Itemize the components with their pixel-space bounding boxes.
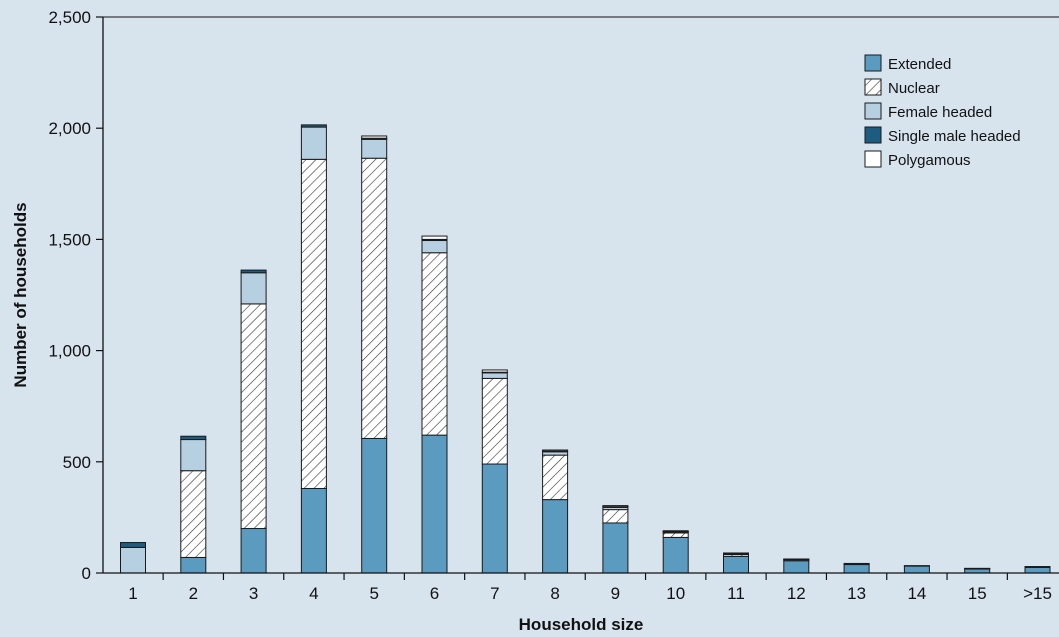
bar-nuclear-3 <box>240 303 267 530</box>
bar-extended-11 <box>723 555 749 574</box>
bar-female_headed-4 <box>300 126 327 160</box>
bar-extended-10 <box>662 536 689 574</box>
x-tick-label: 6 <box>430 584 439 603</box>
legend-swatch-extended <box>864 54 882 72</box>
y-tick-label: 500 <box>63 453 91 472</box>
y-tick-label: 2,000 <box>48 119 91 138</box>
bar-nuclear-4 <box>300 158 327 489</box>
x-tick-label: 3 <box>249 584 258 603</box>
bar-single_male_headed-1 <box>120 542 146 548</box>
x-tick-label: 10 <box>666 584 685 603</box>
bar-single_male_headed-14 <box>903 565 930 567</box>
bar-extended-3 <box>240 528 267 574</box>
y-tick-label: 1,500 <box>48 230 91 249</box>
bar-female_headed-3 <box>240 272 267 305</box>
bar-extended-6 <box>421 434 448 574</box>
x-tick-label: 12 <box>787 584 806 603</box>
bar-nuclear-7 <box>481 377 508 465</box>
bar-nuclear-5 <box>361 157 388 439</box>
bar-female_headed-7 <box>481 372 508 379</box>
bar-polygamous-10 <box>662 530 689 532</box>
legend-label-nuclear: Nuclear <box>888 80 940 97</box>
bar-extended-7 <box>481 463 508 574</box>
legend-label-polygamous: Polygamous <box>888 152 971 169</box>
x-tick-label: 9 <box>611 584 620 603</box>
bar-nuclear-6 <box>421 252 448 436</box>
bar-female_headed-8 <box>542 451 569 456</box>
legend-swatch-nuclear <box>864 78 882 96</box>
x-axis-title: Household size <box>519 615 644 634</box>
bar-single_male_headed-2 <box>180 435 207 441</box>
legend-label-extended: Extended <box>888 56 951 73</box>
x-tick-label: 8 <box>550 584 559 603</box>
bar-extended-8 <box>542 499 569 574</box>
bar-nuclear-9 <box>602 509 629 524</box>
x-ticks-group: 1 2 3 4 5 6 7 8 9 10 11 12 13 14 15 >15 <box>128 573 1052 603</box>
bar-extended-5 <box>361 437 388 574</box>
legend-swatch-single_male_headed <box>864 126 882 144</box>
bar-female_headed-1 <box>120 546 146 574</box>
y-ticks-group: 0 500 1,000 1,500 2,000 2,500 <box>48 8 103 583</box>
bar-female_headed-5 <box>361 138 388 159</box>
bar-nuclear-8 <box>542 454 569 501</box>
x-tick-label: 7 <box>490 584 499 603</box>
bar-polygamous-5 <box>361 135 388 139</box>
bar-polygamous-12 <box>783 558 810 560</box>
x-tick-label: 4 <box>309 584 318 603</box>
bar-single_male_headed-15 <box>964 567 991 570</box>
legend-swatch-female_headed <box>864 102 882 120</box>
bar-single_male_headed->15 <box>1024 566 1051 568</box>
legend-label-single_male_headed: Single male headed <box>888 128 1021 145</box>
x-tick-label: 5 <box>369 584 378 603</box>
bar-extended->15 <box>1024 566 1051 574</box>
bars-group <box>120 124 1051 574</box>
x-tick-label: 2 <box>189 584 198 603</box>
bar-extended-14 <box>903 565 930 574</box>
bar-polygamous-6 <box>421 235 448 240</box>
bar-female_headed-2 <box>180 439 207 472</box>
bar-extended-12 <box>783 560 810 574</box>
legend-swatch-polygamous <box>864 150 882 168</box>
x-tick-label: 11 <box>727 584 745 603</box>
x-tick-label: >15 <box>1023 584 1052 603</box>
x-tick-label: 13 <box>847 584 866 603</box>
bar-single_male_headed-3 <box>240 269 267 274</box>
bar-extended-2 <box>180 556 207 574</box>
x-tick-label: 1 <box>128 584 137 603</box>
bar-nuclear-2 <box>180 470 207 558</box>
bar-polygamous-9 <box>602 505 629 508</box>
x-tick-label: 14 <box>907 584 926 603</box>
bar-extended-9 <box>602 522 629 574</box>
bar-polygamous-7 <box>481 369 508 373</box>
bar-extended-13 <box>843 564 870 574</box>
legend-label-female_headed: Female headed <box>888 104 992 121</box>
bar-polygamous-8 <box>542 449 569 452</box>
y-tick-label: 0 <box>82 564 91 583</box>
legend: Extended Nuclear Female headed Single male … <box>864 54 1021 169</box>
y-axis-title: Number of households <box>11 202 30 387</box>
axes-group <box>102 16 1059 574</box>
bar-female_headed-6 <box>421 240 448 254</box>
bar-polygamous-11 <box>723 552 749 554</box>
y-tick-label: 2,500 <box>48 8 91 27</box>
y-tick-label: 1,000 <box>48 342 91 361</box>
bar-single_male_headed-13 <box>843 562 870 565</box>
bar-single_male_headed-4 <box>300 124 327 128</box>
bar-extended-4 <box>300 487 327 574</box>
bar-nuclear-10 <box>662 532 689 538</box>
x-tick-label: 15 <box>968 584 987 603</box>
